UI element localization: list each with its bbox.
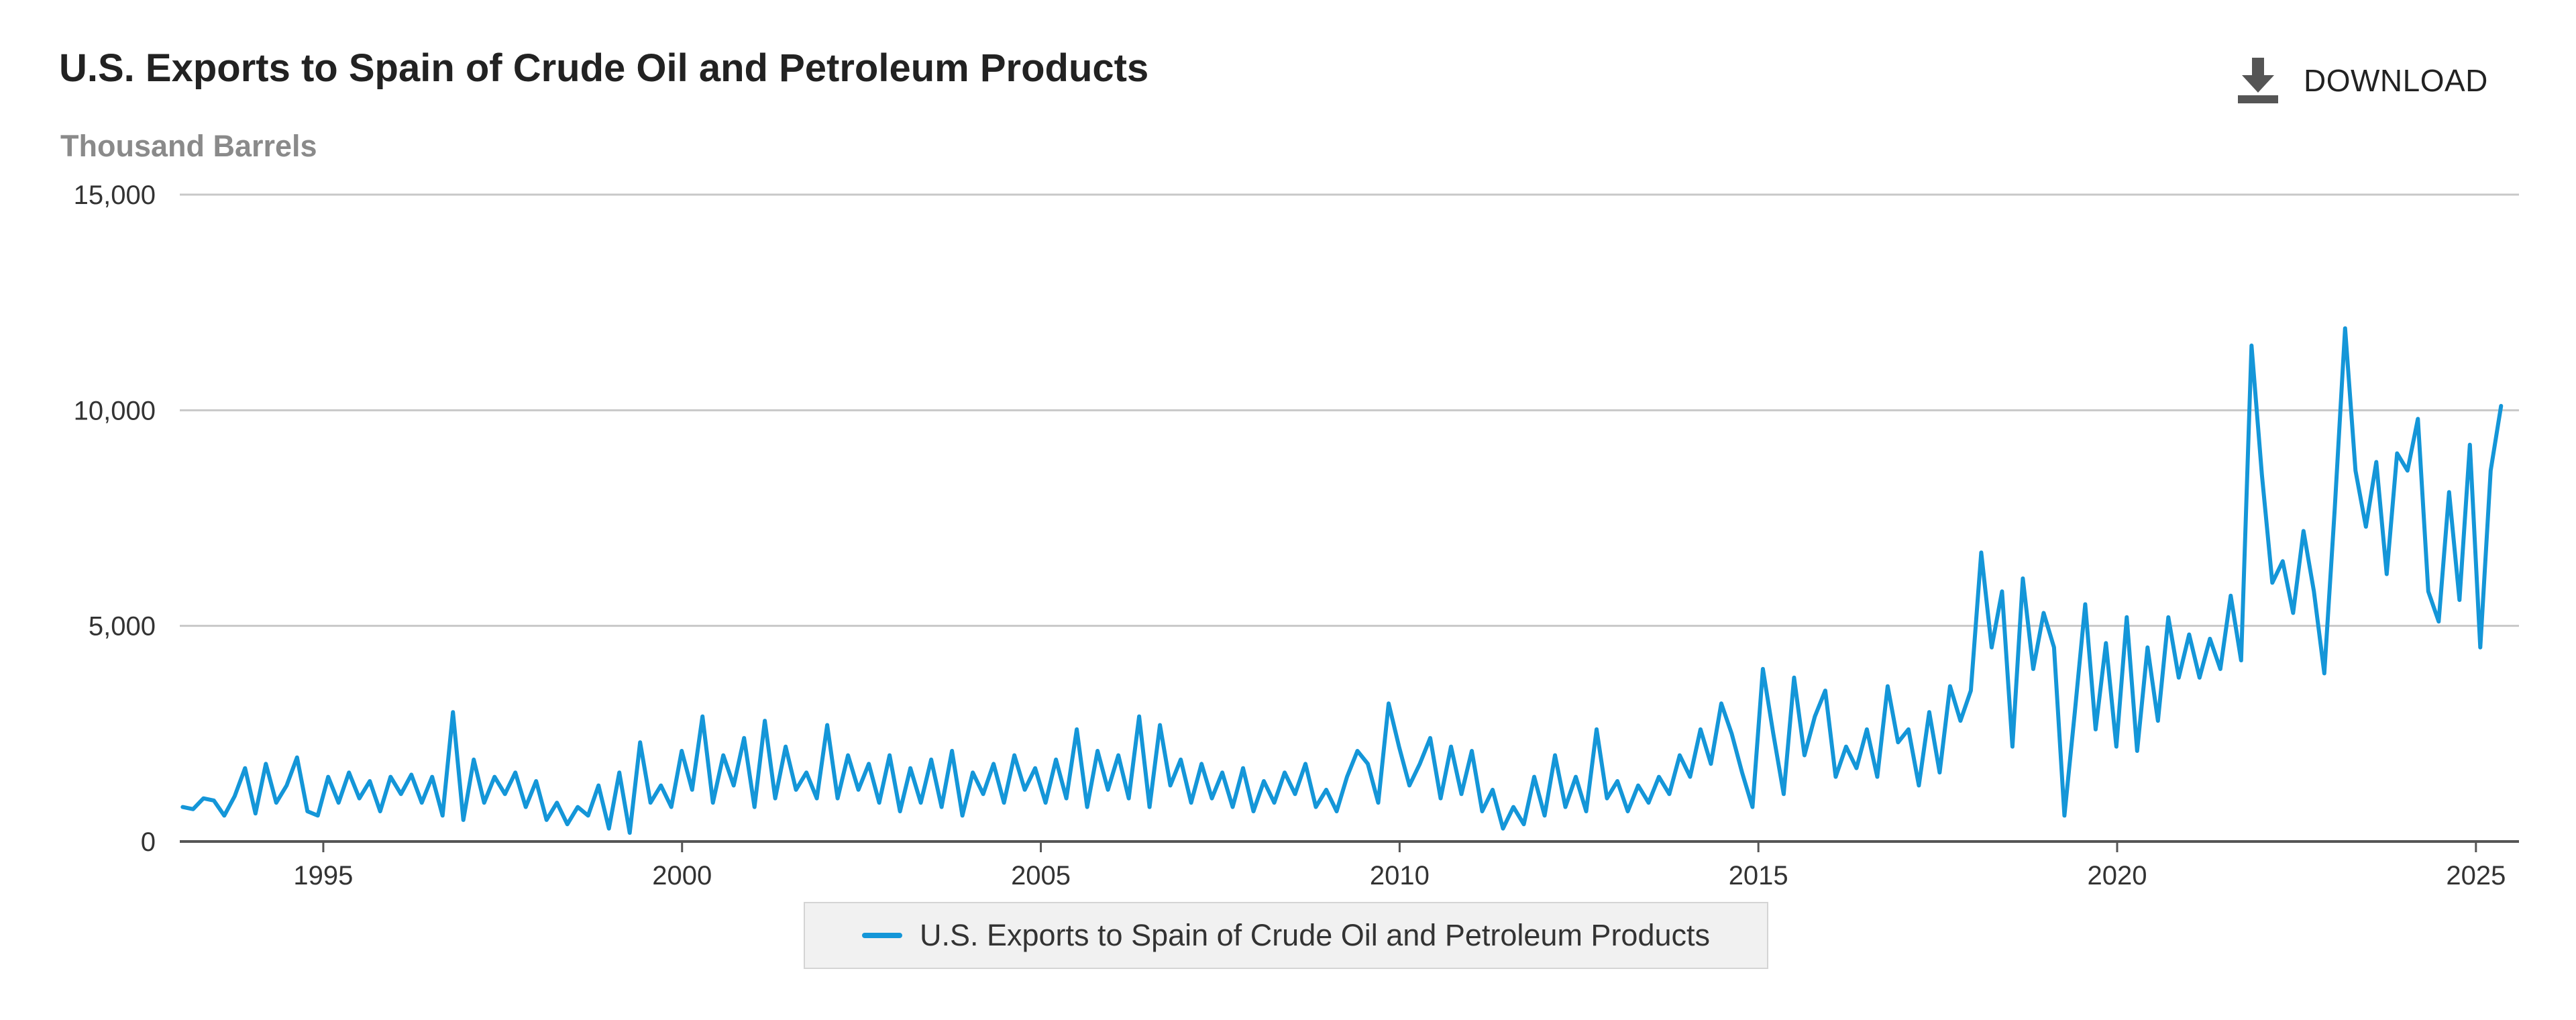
series-layer	[180, 326, 2504, 835]
download-icon[interactable]	[2233, 55, 2284, 106]
y-tick-label: 10,000	[74, 396, 156, 425]
grid-lines	[180, 193, 2519, 843]
x-tick-label: 2020	[2088, 861, 2147, 890]
x-axis: 1995 2000 2005 2010 2015 2020 2025	[293, 842, 2506, 890]
x-tick-label: 1995	[293, 861, 353, 890]
legend-swatch	[861, 933, 902, 938]
y-tick-label: 0	[141, 827, 156, 857]
chart-title: U.S. Exports to Spain of Crude Oil and P…	[59, 46, 1149, 90]
legend[interactable]: U.S. Exports to Spain of Crude Oil and P…	[804, 902, 1768, 969]
legend-label[interactable]: U.S. Exports to Spain of Crude Oil and P…	[919, 918, 1711, 952]
y-axis-unit-label: Thousand Barrels	[60, 129, 317, 163]
y-axis-tick-labels: 0 5,000 10,000 15,000	[74, 181, 156, 857]
x-tick-label: 2025	[2446, 861, 2506, 890]
x-tick-label: 2010	[1370, 861, 1430, 890]
download-label[interactable]: DOWNLOAD	[2304, 63, 2488, 98]
download-button[interactable]: DOWNLOAD	[2233, 55, 2488, 106]
series-line[interactable]	[180, 326, 2504, 835]
x-tick-label: 2015	[1729, 861, 1788, 890]
y-tick-label: 15,000	[74, 181, 156, 210]
y-tick-label: 5,000	[89, 612, 156, 642]
x-tick-label: 2000	[652, 861, 712, 890]
x-tick-label: 2005	[1011, 861, 1071, 890]
